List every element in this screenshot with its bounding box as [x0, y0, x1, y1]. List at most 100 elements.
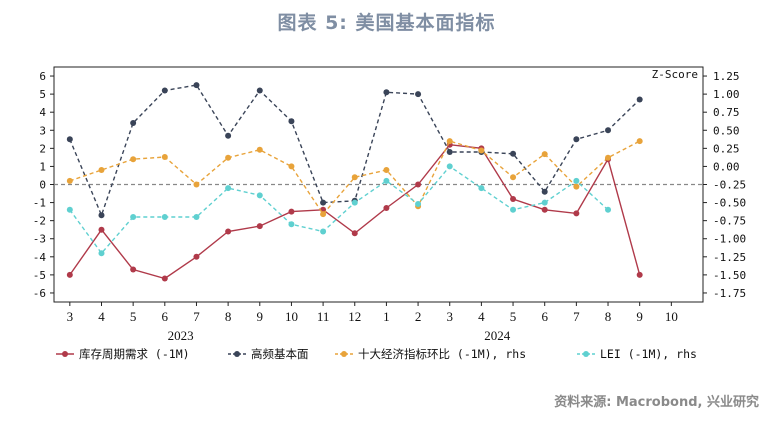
data-point — [193, 253, 200, 260]
data-point — [446, 148, 453, 155]
legend-item: LEI (-1M), rhs — [577, 347, 697, 361]
left-tick-label: 0 — [39, 179, 46, 192]
data-point — [478, 147, 485, 154]
data-point — [636, 138, 643, 145]
data-point — [383, 205, 390, 211]
data-point — [415, 181, 422, 188]
right-tick-label: -0.25 — [713, 179, 746, 192]
data-point — [573, 177, 580, 184]
data-point — [130, 214, 137, 221]
series-3 — [66, 163, 612, 257]
data-point — [193, 82, 200, 89]
x-tick-label: 10 — [285, 309, 298, 324]
data-point — [510, 195, 517, 202]
left-tick-label: -1 — [33, 197, 46, 210]
x-tick-label: 9 — [257, 309, 264, 324]
left-tick-label: -2 — [33, 215, 46, 228]
data-point — [605, 206, 612, 213]
data-point — [130, 266, 137, 273]
legend-marker — [234, 351, 240, 357]
data-point — [225, 154, 232, 161]
right-axis: 1.25 1.00 0.75 0.50 0.25 0.00 -0.25 -0.50 -0.75 -… — [703, 70, 746, 300]
right-tick-label: -0.50 — [713, 197, 746, 210]
data-point — [130, 156, 137, 163]
x-tick-label: 6 — [541, 309, 548, 324]
right-tick-label: -1.00 — [713, 233, 746, 246]
x-tick-label: 9 — [636, 309, 643, 324]
x-tick-label: 5 — [130, 309, 137, 324]
x-tick-label: 7 — [573, 309, 580, 324]
x-tick-label: 8 — [225, 309, 232, 324]
left-tick-label: 1 — [39, 160, 46, 173]
data-point — [161, 87, 168, 94]
data-point — [541, 188, 548, 195]
data-point — [383, 177, 390, 184]
x-year-label: 2024 — [484, 328, 511, 343]
legend-label: LEI (-1M), rhs — [600, 347, 697, 361]
series-2 — [66, 138, 643, 218]
right-tick-label: 1.25 — [713, 70, 740, 83]
right-tick-label: -0.75 — [713, 215, 746, 228]
data-point — [573, 136, 580, 143]
data-point — [193, 214, 200, 221]
legend: 库存周期需求 (-1M) 高频基本面 十大经济指标环比 (-1M), rhs LEI … — [56, 347, 697, 361]
right-tick-label: -1.50 — [713, 269, 746, 282]
x-tick-label: 8 — [605, 309, 612, 324]
data-point — [225, 185, 232, 192]
right-tick-label: 0.50 — [713, 124, 740, 137]
x-tick-label: 2 — [415, 309, 422, 324]
data-point — [351, 199, 358, 206]
data-point — [415, 201, 422, 208]
data-point — [66, 136, 73, 143]
left-tick-label: 2 — [39, 142, 46, 155]
x-tick-label: 4 — [98, 309, 105, 324]
left-tick-label: -3 — [33, 233, 46, 246]
x-tick-label: 6 — [162, 309, 169, 324]
data-point — [288, 208, 295, 215]
legend-label: 十大经济指标环比 (-1M), rhs — [358, 347, 526, 361]
right-tick-label: 1.00 — [713, 88, 740, 101]
left-tick-label: 6 — [39, 70, 46, 83]
series-line — [69, 84, 641, 218]
x-tick-label: 3 — [67, 309, 74, 324]
x-tick-label: 4 — [478, 309, 485, 324]
data-point — [161, 214, 168, 221]
data-point — [573, 210, 580, 217]
legend-item: 库存周期需求 (-1M) — [56, 347, 190, 361]
x-tick-label: 11 — [317, 309, 330, 324]
data-point — [320, 199, 327, 206]
data-point — [446, 138, 453, 145]
data-point — [225, 228, 232, 235]
left-tick-label: -5 — [33, 269, 46, 282]
data-point — [98, 212, 105, 219]
data-point — [66, 206, 73, 213]
data-point — [98, 167, 105, 174]
series-layer — [66, 82, 643, 282]
data-point — [66, 271, 73, 278]
x-tick-label: 7 — [193, 309, 200, 324]
legend-marker — [583, 351, 589, 357]
data-point — [225, 132, 232, 139]
data-point — [383, 167, 390, 174]
right-tick-label: 0.75 — [713, 106, 740, 119]
x-tick-label: 5 — [510, 309, 517, 324]
data-point — [130, 120, 137, 127]
legend-item: 十大经济指标环比 (-1M), rhs — [335, 347, 526, 361]
legend-item: 高频基本面 — [228, 347, 309, 361]
data-point — [320, 211, 327, 218]
right-tick-label: -1.75 — [713, 287, 746, 300]
data-point — [256, 146, 263, 153]
data-point — [573, 183, 580, 190]
right-tick-label: 0.00 — [713, 160, 740, 173]
x-tick-label: 1 — [383, 309, 390, 324]
x-year-label: 2023 — [168, 328, 194, 343]
x-tick-label: 12 — [348, 309, 361, 324]
data-point — [351, 230, 358, 237]
data-point — [541, 206, 548, 213]
legend-marker — [62, 351, 68, 357]
data-point — [446, 163, 453, 170]
data-point — [415, 91, 422, 98]
series-1 — [66, 82, 643, 219]
